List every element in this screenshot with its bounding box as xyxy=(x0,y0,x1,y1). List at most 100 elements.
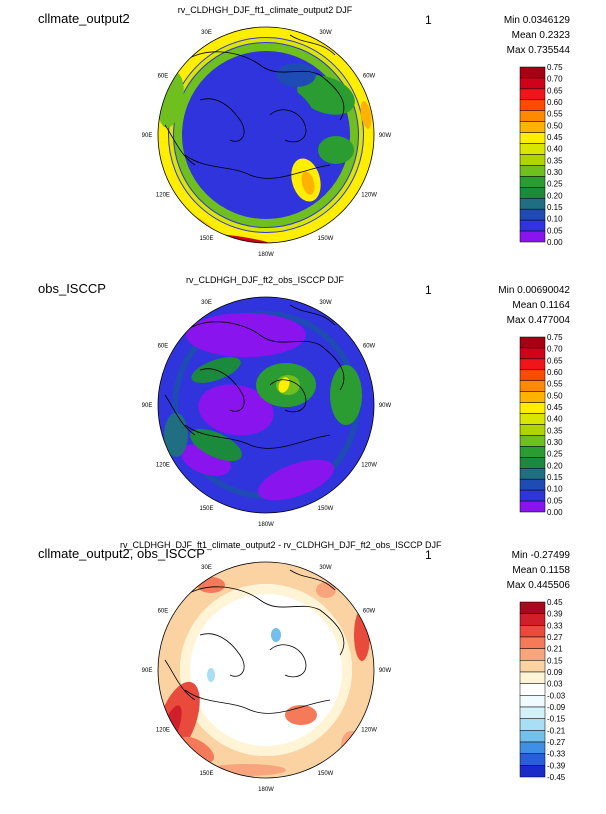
field-contour-region xyxy=(271,628,281,642)
colorbar-label: 0.40 xyxy=(547,145,563,154)
longitude-label: 90W xyxy=(379,668,392,674)
colorbar-swatch xyxy=(519,730,546,743)
field-contour-ring xyxy=(174,43,358,227)
coastline-path xyxy=(164,394,196,436)
colorbar: 0.45 0.39 0.33 0.27 0.21 0.15 0.09 0.03 -0.03 -0.… xyxy=(519,598,566,782)
colorbar-label: 0.70 xyxy=(547,345,563,354)
panel-obs-isccp: obs_ISCCP rv_CLDHGH_DJF_ft2_obs_ISCCP DJ… xyxy=(0,275,606,545)
stat-min: Min 0.00690042 xyxy=(498,285,570,296)
colorbar-label: -0.03 xyxy=(547,691,566,700)
stat-mean: Mean 0.2323 xyxy=(511,30,570,41)
map-boundary xyxy=(157,26,375,244)
longitude-label: 60W xyxy=(363,74,376,80)
coastline-path xyxy=(184,424,331,449)
colorbar-swatch xyxy=(519,636,546,649)
colorbar-swatch xyxy=(519,99,546,111)
field-contour-region xyxy=(198,384,274,436)
colorbar: 0.75 0.70 0.65 0.60 0.55 0.50 0.45 0.40 0.35 0.30… xyxy=(519,333,563,517)
field-contour-region xyxy=(330,365,362,425)
colorbar-label: -0.09 xyxy=(547,703,566,712)
longitude-label: 60E xyxy=(158,344,169,350)
colorbar: 0.75 0.70 0.65 0.60 0.55 0.50 0.45 0.40 0.35 0.30… xyxy=(519,63,563,247)
colorbar-label: -0.21 xyxy=(547,726,566,735)
colorbar-swatch xyxy=(519,208,546,221)
colorbar-swatch xyxy=(519,478,546,491)
longitude-label: 120W xyxy=(361,193,377,199)
colorbar-label: 0.00 xyxy=(547,238,563,247)
colorbar-swatch xyxy=(519,660,546,673)
colorbar-label: 0.45 xyxy=(547,133,563,142)
colorbar-swatch xyxy=(519,500,546,513)
longitude-label: 60E xyxy=(158,74,169,80)
field-contour-ring xyxy=(180,584,352,756)
colorbar-swatch xyxy=(519,446,546,458)
map-boundary xyxy=(157,561,375,779)
plot-number: 1 xyxy=(425,548,432,562)
field-contour-region xyxy=(258,459,334,501)
colorbar-swatch xyxy=(519,683,546,696)
coastline-path xyxy=(164,124,196,166)
field-contour-region xyxy=(206,764,286,776)
colorbar-swatch xyxy=(519,336,546,349)
colorbar-label: 0.15 xyxy=(547,203,563,212)
colorbar-label: -0.15 xyxy=(547,715,566,724)
colorbar-label: 0.09 xyxy=(547,668,563,677)
colorbar-swatch xyxy=(519,347,546,360)
colorbar-swatch xyxy=(519,369,546,381)
coastlines xyxy=(164,304,345,449)
colorbar-label: 0.35 xyxy=(547,426,563,435)
colorbar-label: 0.21 xyxy=(547,645,563,654)
longitude-label: 30W xyxy=(319,300,332,306)
colorbar-swatch xyxy=(519,402,546,414)
colorbar-label: 0.45 xyxy=(547,403,563,412)
colorbar-label: 0.75 xyxy=(547,63,563,72)
coastlines xyxy=(164,34,345,179)
field-contour-region xyxy=(207,668,215,682)
colorbar-swatch xyxy=(519,219,546,232)
colorbar-label: 0.15 xyxy=(547,473,563,482)
colorbar-label: -0.45 xyxy=(547,773,566,782)
case-label: cllmate_output2, obs_ISCCP xyxy=(38,546,205,561)
panel-difference: cllmate_output2, obs_ISCCP rv_CLDHGH_DJF… xyxy=(0,540,606,810)
longitude-label: 60W xyxy=(363,609,376,615)
coastline-path xyxy=(269,109,307,143)
field-contour-region xyxy=(276,63,316,87)
colorbar-swatch xyxy=(519,671,546,684)
longitude-label: 120E xyxy=(156,728,170,734)
field-contour-region xyxy=(278,377,290,393)
map-boundary xyxy=(157,296,375,514)
colorbar-label: 0.50 xyxy=(547,391,563,400)
longitude-label: 30W xyxy=(319,30,332,36)
plot-title: rv_CLDHGH_DJF_ft2_obs_ISCCP DJF xyxy=(186,275,344,285)
stat-min: Min -0.27499 xyxy=(511,550,570,561)
colorbar-swatch xyxy=(519,435,546,447)
colorbar-label: 0.25 xyxy=(547,180,563,189)
field-contour-region xyxy=(354,609,370,661)
colorbar-label: 0.30 xyxy=(547,438,563,447)
colorbar-swatch xyxy=(519,648,546,661)
colorbar-swatch xyxy=(519,625,546,638)
longitude-label: 180W xyxy=(258,787,274,793)
colorbar-swatch xyxy=(519,176,546,188)
plot-title: rv_CLDHGH_DJF_ft1_climate_output2 DJF xyxy=(177,5,353,15)
colorbar-label: 0.70 xyxy=(547,75,563,84)
colorbar-label: 0.05 xyxy=(547,226,563,235)
colorbar-swatch xyxy=(519,424,546,436)
colorbar-label: 0.03 xyxy=(547,680,563,689)
field-contour-region xyxy=(316,582,336,598)
longitude-label: 150W xyxy=(318,236,334,242)
coastline-path xyxy=(184,154,331,179)
colorbar-label: 0.60 xyxy=(547,98,563,107)
longitude-label: 30W xyxy=(319,565,332,571)
colorbar-swatch xyxy=(519,457,546,469)
colorbar-label: 0.55 xyxy=(547,380,563,389)
coastline-path xyxy=(199,633,245,677)
longitude-label: 180W xyxy=(258,252,274,258)
coastline-path xyxy=(179,51,345,121)
colorbar-swatch xyxy=(519,468,546,480)
colorbar-label: 0.20 xyxy=(547,191,563,200)
coastline-path xyxy=(179,321,345,391)
colorbar-label: 0.60 xyxy=(547,368,563,377)
colorbar-swatch xyxy=(519,765,546,778)
field-contour-region xyxy=(197,577,225,593)
